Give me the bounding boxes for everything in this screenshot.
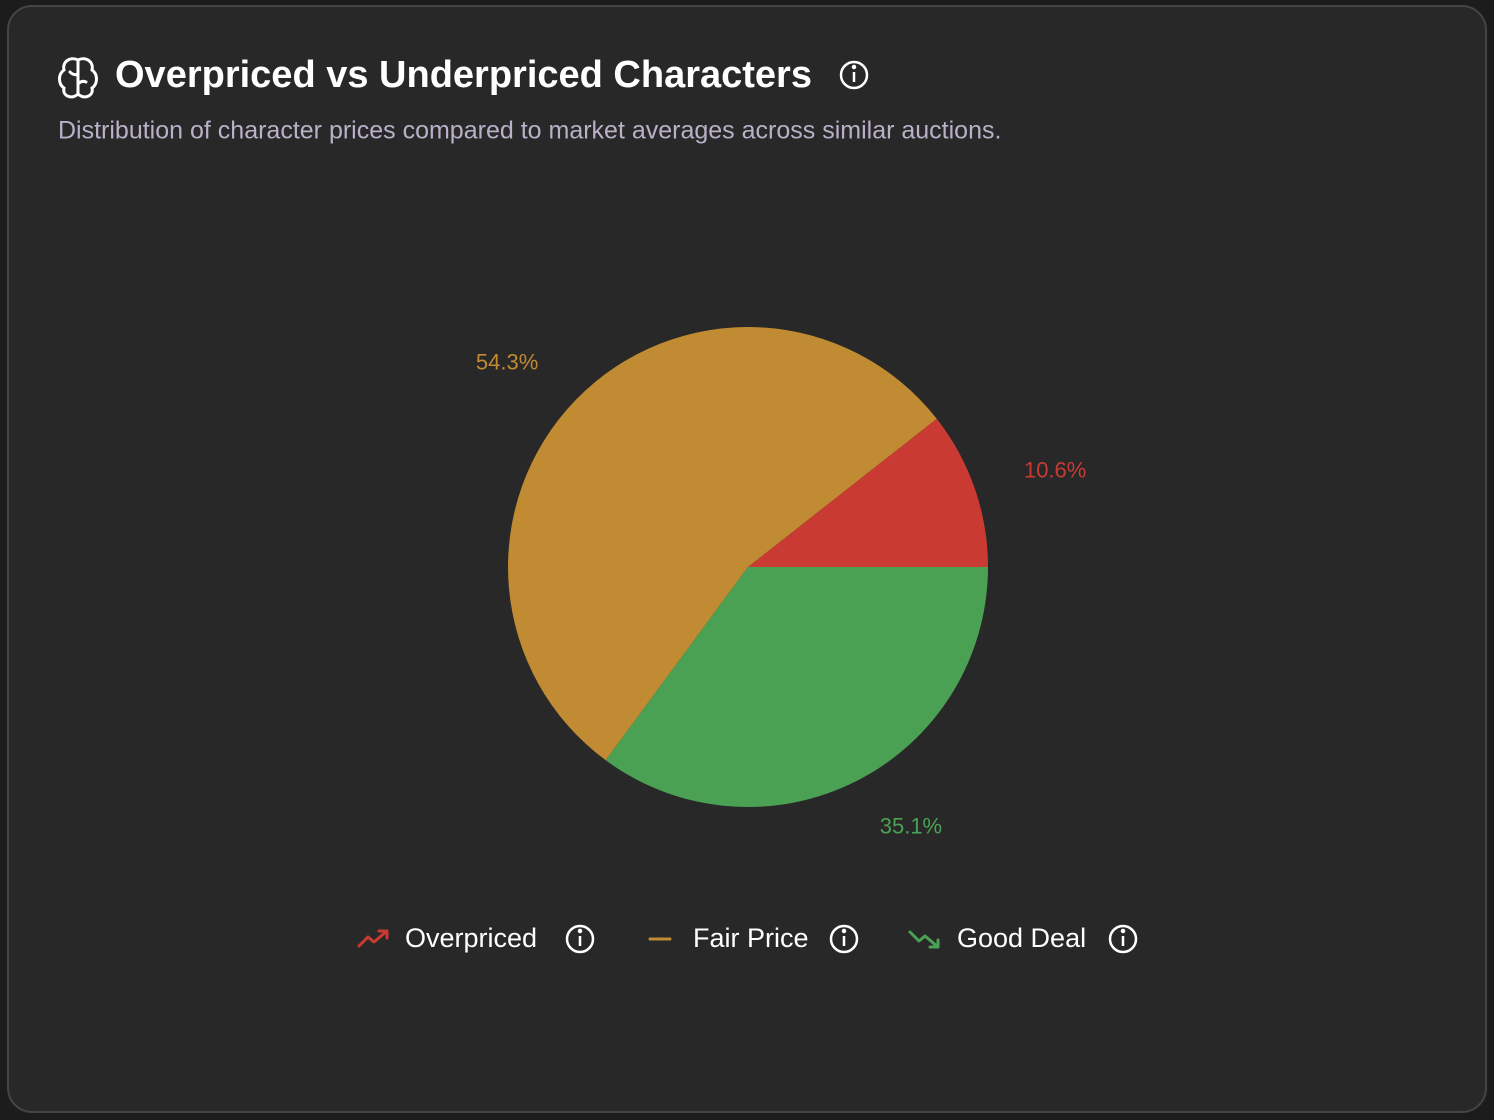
info-icon[interactable] [1108, 924, 1138, 954]
info-circle [565, 924, 595, 954]
info-icon[interactable] [829, 924, 859, 954]
info-circle [829, 924, 859, 954]
info-dot [841, 928, 847, 934]
legend-label: Fair Price [693, 923, 809, 953]
info-dot [1120, 928, 1126, 934]
legend-item[interactable]: Fair Price [648, 923, 859, 954]
legend-item[interactable]: Good Deal [908, 923, 1138, 954]
pie-slice [605, 567, 988, 807]
slice-label: 35.1% [880, 813, 942, 838]
info-dot [577, 928, 583, 934]
pie-slice [748, 418, 988, 567]
legend-label: Overpriced [405, 923, 537, 953]
legend-icon [908, 930, 940, 949]
legend-item[interactable]: Overpriced [357, 923, 595, 954]
brain-icon [58, 57, 98, 99]
pie-slice [508, 326, 937, 761]
legend-icon [357, 929, 389, 948]
info-circle [1108, 924, 1138, 954]
info-icon[interactable] [565, 924, 595, 954]
legend-label: Good Deal [957, 923, 1086, 953]
info-icon[interactable] [839, 60, 869, 90]
slice-label: 54.3% [476, 350, 538, 375]
slice-label: 10.6% [1024, 457, 1086, 482]
chart-subtitle: Distribution of character prices compare… [58, 117, 1001, 145]
chart-title: Overpriced vs Underpriced Characters [115, 54, 812, 96]
